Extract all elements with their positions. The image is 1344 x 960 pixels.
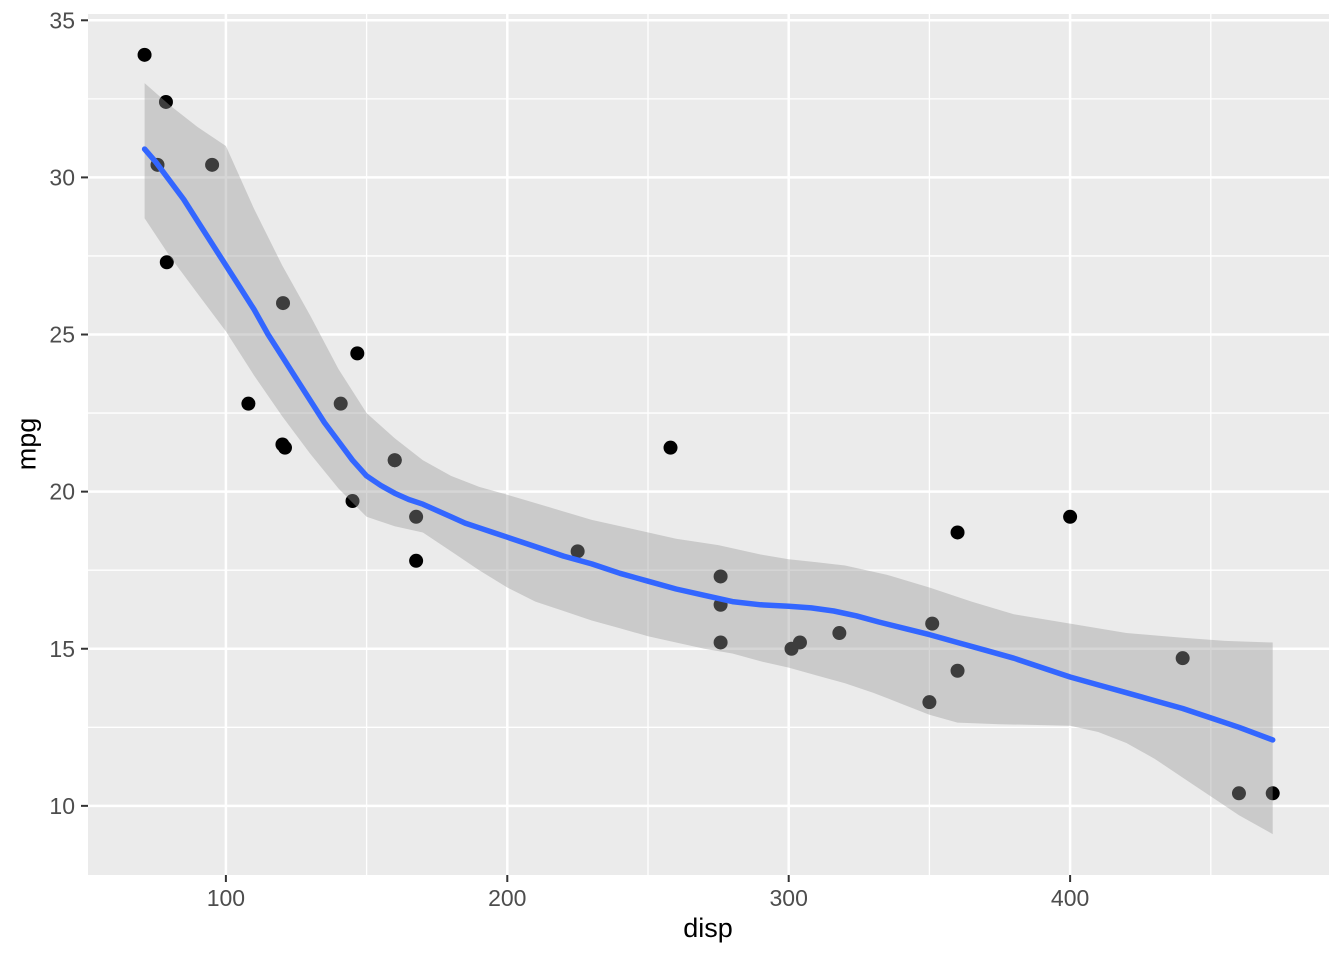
data-point: [333, 396, 348, 411]
data-point: [713, 569, 728, 584]
x-tick-label: 300: [770, 885, 808, 911]
data-point: [159, 255, 174, 270]
data-point: [276, 296, 291, 311]
x-axis-title: disp: [683, 913, 733, 943]
gridline-layer: [88, 14, 1329, 875]
panel-layer: [88, 14, 1329, 875]
y-tick-label: 15: [49, 636, 75, 662]
data-point: [345, 494, 360, 509]
data-point: [925, 616, 940, 631]
axes-layer: 100 200 300 400 10 15 20 25 30 35: [49, 7, 1089, 911]
data-point: [922, 695, 937, 710]
y-tick-label: 30: [49, 164, 75, 190]
y-axis-title: mpg: [11, 417, 42, 471]
y-tick-label: 10: [49, 793, 75, 819]
y-tick-label: 35: [49, 7, 75, 33]
data-point: [205, 157, 220, 172]
data-point: [137, 47, 152, 62]
data-point: [1175, 651, 1190, 666]
data-point: [1063, 509, 1078, 524]
data-point: [713, 635, 728, 650]
panel-background: [88, 14, 1329, 875]
smooth-layer: [141, 83, 1276, 835]
data-point: [663, 440, 678, 455]
data-point: [350, 346, 365, 361]
data-point: [950, 663, 965, 678]
data-point: [158, 94, 173, 109]
points-layer: [137, 47, 1280, 801]
x-tick-label: 400: [1051, 885, 1089, 911]
data-point: [832, 626, 847, 641]
smooth-line: [141, 146, 1276, 743]
data-point: [1231, 786, 1246, 801]
data-point: [784, 641, 799, 656]
confidence-ribbon: [144, 83, 1273, 835]
data-point: [570, 544, 585, 559]
x-tick-label: 100: [207, 885, 245, 911]
data-point: [950, 525, 965, 540]
data-point: [277, 440, 292, 455]
data-point: [409, 509, 424, 524]
x-tick-label: 200: [488, 885, 526, 911]
data-point: [1265, 786, 1280, 801]
data-point: [241, 396, 256, 411]
data-point: [387, 453, 402, 468]
data-point: [409, 553, 424, 568]
y-tick-label: 25: [49, 322, 75, 348]
y-tick-label: 20: [49, 479, 75, 505]
